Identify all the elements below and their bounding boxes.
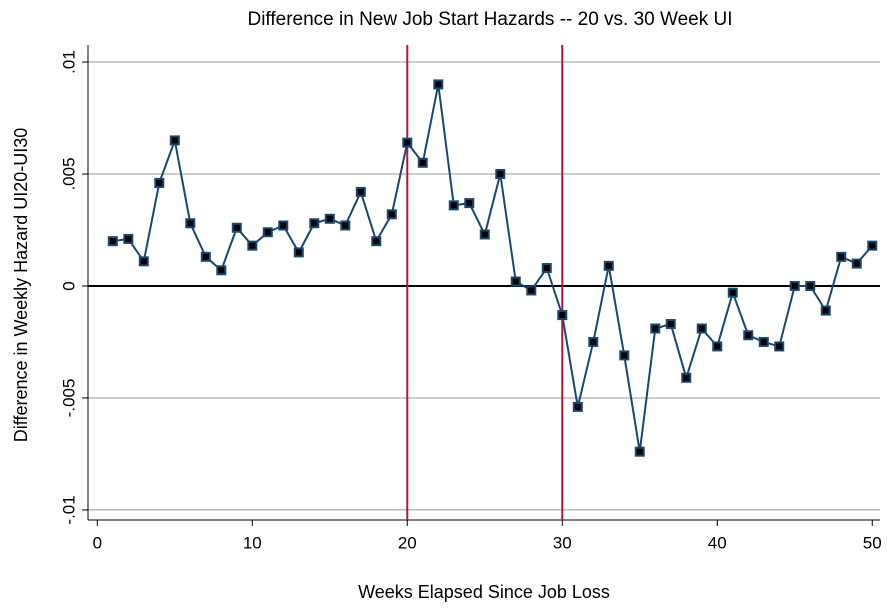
data-point (634, 446, 645, 457)
data-point (340, 220, 351, 231)
data-point (231, 222, 242, 233)
data-point (262, 227, 273, 238)
x-tick-label: 50 (863, 533, 882, 552)
data-point (541, 263, 552, 274)
data-point (200, 251, 211, 262)
data-point (464, 198, 475, 209)
y-axis-label: Difference in Weekly Hazard UI20-UI30 (11, 128, 31, 442)
data-point (495, 168, 506, 179)
data-point (169, 135, 180, 146)
y-tick-label: -.005 (59, 379, 78, 418)
data-point (154, 177, 165, 188)
data-point (774, 341, 785, 352)
x-axis-label: Weeks Elapsed Since Job Loss (358, 582, 610, 602)
data-point (386, 209, 397, 220)
data-point (619, 350, 630, 361)
data-point (557, 310, 568, 321)
data-point (278, 220, 289, 231)
data-point (309, 218, 320, 229)
y-tick-label: .005 (59, 157, 78, 190)
data-point (479, 229, 490, 240)
data-point (448, 200, 459, 211)
x-tick-label: 20 (398, 533, 417, 552)
data-point (293, 247, 304, 258)
data-point (836, 251, 847, 262)
data-point (820, 305, 831, 316)
data-point (402, 137, 413, 148)
data-point (743, 330, 754, 341)
data-point (696, 323, 707, 334)
data-point (805, 280, 816, 291)
y-tick-label: -.01 (59, 495, 78, 524)
data-point (665, 319, 676, 330)
data-point (216, 265, 227, 276)
data-point (510, 276, 521, 287)
data-point (588, 336, 599, 347)
y-tick-label: .01 (59, 50, 78, 74)
data-point (712, 341, 723, 352)
chart-title: Difference in New Job Start Hazards -- 2… (247, 9, 732, 30)
data-point (789, 280, 800, 291)
data-line (112, 84, 874, 452)
data-point (355, 186, 366, 197)
data-point (247, 240, 258, 251)
data-point (603, 260, 614, 271)
data-point (123, 233, 134, 244)
data-point (572, 401, 583, 412)
data-point (851, 258, 862, 269)
data-point (324, 213, 335, 224)
data-point (433, 79, 444, 90)
data-point (867, 240, 878, 251)
data-point (727, 287, 738, 298)
x-tick-label: 40 (708, 533, 727, 552)
x-tick-label: 10 (243, 533, 262, 552)
data-point (185, 218, 196, 229)
y-tick-label: 0 (59, 281, 78, 290)
data-point (138, 256, 149, 267)
data-point (650, 323, 661, 334)
data-point (681, 372, 692, 383)
data-point (371, 236, 382, 247)
data-point (758, 336, 769, 347)
x-tick-label: 30 (553, 533, 572, 552)
data-point (526, 285, 537, 296)
data-point (107, 236, 118, 247)
data-point (417, 157, 428, 168)
x-tick-label: 0 (93, 533, 102, 552)
